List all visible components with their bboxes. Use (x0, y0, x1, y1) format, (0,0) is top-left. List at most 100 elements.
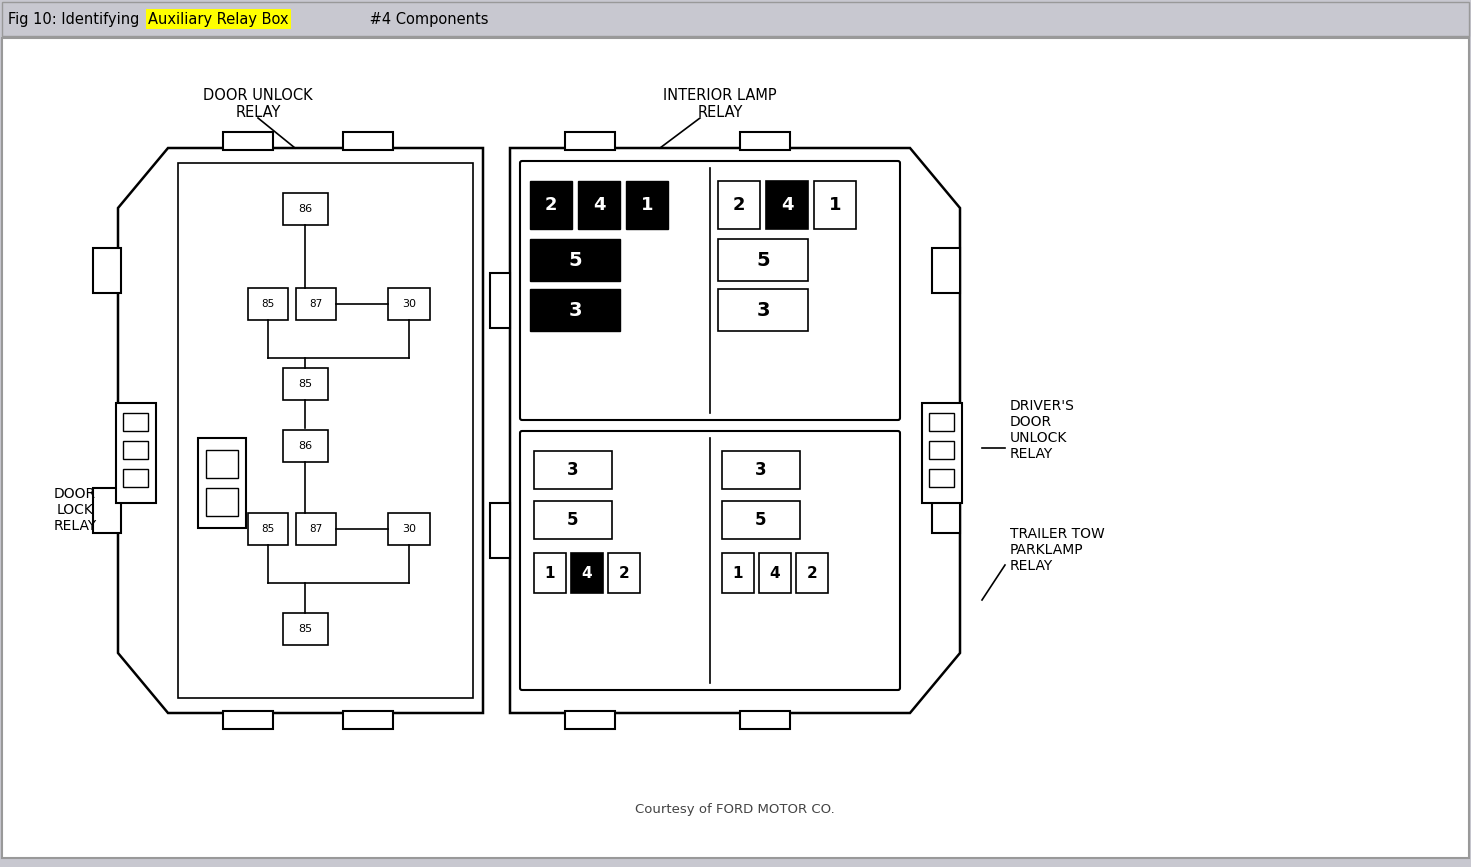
Text: 5: 5 (568, 251, 583, 270)
Text: 4: 4 (769, 565, 780, 581)
Bar (282, 368, 328, 400)
Bar (490, 503, 510, 558)
Bar (722, 501, 800, 539)
Bar (722, 451, 800, 489)
Text: 5: 5 (755, 511, 766, 529)
Bar (1, 2, 1470, 36)
Text: 87: 87 (309, 524, 322, 534)
Bar (627, 181, 668, 229)
Text: 1: 1 (828, 196, 841, 214)
Bar (565, 132, 615, 150)
Text: 4: 4 (581, 565, 593, 581)
Text: Courtesy of FORD MOTOR CO.: Courtesy of FORD MOTOR CO. (635, 804, 836, 817)
Bar (530, 239, 619, 281)
Text: DOOR
LOCK
RELAY: DOOR LOCK RELAY (53, 486, 97, 533)
Bar (206, 450, 238, 478)
Text: 1: 1 (544, 565, 555, 581)
Bar (722, 553, 755, 593)
Bar (534, 553, 566, 593)
Text: DRIVER'S
DOOR
UNLOCK
RELAY: DRIVER'S DOOR UNLOCK RELAY (1011, 399, 1075, 461)
Bar (534, 451, 612, 489)
Text: 86: 86 (299, 204, 312, 214)
Bar (933, 248, 961, 293)
Bar (124, 413, 149, 431)
Text: 30: 30 (402, 299, 416, 309)
Bar (343, 711, 393, 729)
Bar (249, 513, 288, 545)
Text: 2: 2 (619, 565, 630, 581)
Bar (530, 181, 572, 229)
Bar (282, 613, 328, 645)
Bar (740, 132, 790, 150)
Bar (571, 553, 603, 593)
Text: DOOR UNLOCK
RELAY: DOOR UNLOCK RELAY (203, 88, 313, 121)
Text: Auxiliary Relay Box: Auxiliary Relay Box (149, 11, 288, 27)
Bar (282, 430, 328, 462)
Text: 85: 85 (299, 624, 312, 634)
Text: Fig 10: Identifying: Fig 10: Identifying (7, 11, 144, 27)
Bar (199, 438, 246, 528)
Bar (343, 132, 393, 150)
Text: 85: 85 (262, 524, 275, 534)
Bar (813, 181, 856, 229)
Bar (930, 413, 955, 431)
Bar (206, 488, 238, 516)
Bar (565, 711, 615, 729)
Bar (124, 441, 149, 459)
Text: 85: 85 (299, 379, 312, 389)
Text: 2: 2 (544, 196, 558, 214)
Bar (296, 513, 335, 545)
Bar (933, 488, 961, 533)
Text: 30: 30 (402, 524, 416, 534)
FancyBboxPatch shape (521, 431, 900, 690)
Text: 4: 4 (593, 196, 605, 214)
Bar (93, 488, 121, 533)
Bar (124, 469, 149, 487)
Bar (490, 273, 510, 328)
FancyBboxPatch shape (521, 161, 900, 420)
Bar (249, 288, 288, 320)
Bar (93, 248, 121, 293)
Text: INTERIOR LAMP
RELAY: INTERIOR LAMP RELAY (663, 88, 777, 121)
Text: TRAILER TOW
PARKLAMP
RELAY: TRAILER TOW PARKLAMP RELAY (1011, 527, 1105, 573)
Text: 5: 5 (756, 251, 769, 270)
Text: 87: 87 (309, 299, 322, 309)
Bar (296, 288, 335, 320)
Bar (388, 288, 430, 320)
Text: 3: 3 (756, 301, 769, 320)
Bar (930, 469, 955, 487)
Bar (766, 181, 808, 229)
Bar (178, 163, 474, 698)
Bar (530, 289, 619, 331)
Bar (578, 181, 619, 229)
Text: 2: 2 (733, 196, 746, 214)
Polygon shape (510, 148, 961, 713)
Bar (922, 403, 962, 503)
Text: 3: 3 (568, 301, 581, 320)
Text: 3: 3 (568, 461, 578, 479)
Text: 1: 1 (641, 196, 653, 214)
Text: 5: 5 (568, 511, 578, 529)
Text: 86: 86 (299, 441, 312, 451)
Bar (224, 711, 274, 729)
Text: 85: 85 (262, 299, 275, 309)
Bar (608, 553, 640, 593)
Bar (282, 193, 328, 225)
Bar (740, 711, 790, 729)
Bar (224, 132, 274, 150)
Bar (718, 289, 808, 331)
Bar (116, 403, 156, 503)
Text: 2: 2 (806, 565, 818, 581)
Text: 1: 1 (733, 565, 743, 581)
Text: 3: 3 (755, 461, 766, 479)
Bar (0, 0, 1471, 38)
Bar (718, 181, 761, 229)
Bar (796, 553, 828, 593)
Bar (930, 441, 955, 459)
Bar (759, 553, 791, 593)
Bar (388, 513, 430, 545)
Text: #4 Components: #4 Components (365, 11, 488, 27)
Text: 4: 4 (781, 196, 793, 214)
Bar (534, 501, 612, 539)
Bar (718, 239, 808, 281)
